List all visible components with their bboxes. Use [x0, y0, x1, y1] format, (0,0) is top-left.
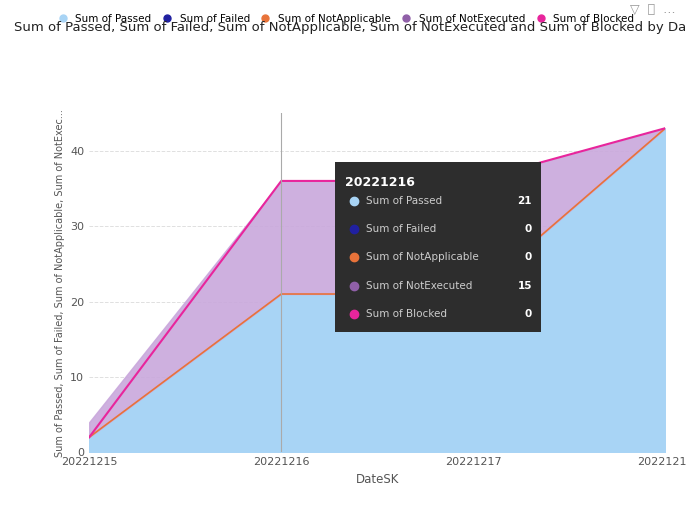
Text: 0: 0 — [525, 252, 532, 263]
Legend: Sum of Passed, Sum of Failed, Sum of NotApplicable, Sum of NotExecuted, Sum of B: Sum of Passed, Sum of Failed, Sum of Not… — [48, 10, 639, 28]
Text: 20221216: 20221216 — [346, 176, 415, 189]
Text: Sum of Passed: Sum of Passed — [366, 196, 442, 206]
Y-axis label: Sum of Passed, Sum of Failed, Sum of NotApplicable, Sum of NotExec...: Sum of Passed, Sum of Failed, Sum of Not… — [55, 109, 64, 456]
Text: Sum of NotApplicable: Sum of NotApplicable — [366, 252, 478, 263]
Text: 0: 0 — [525, 224, 532, 234]
FancyBboxPatch shape — [335, 162, 541, 332]
Text: Sum of Passed, Sum of Failed, Sum of NotApplicable, Sum of NotExecuted and Sum o: Sum of Passed, Sum of Failed, Sum of Not… — [14, 21, 686, 33]
Text: ▽  ⧉  …: ▽ ⧉ … — [630, 3, 676, 15]
Text: 15: 15 — [517, 281, 532, 290]
Text: 21: 21 — [517, 196, 532, 206]
X-axis label: DateSK: DateSK — [355, 473, 399, 486]
Text: 0: 0 — [525, 309, 532, 319]
Text: Sum of NotExecuted: Sum of NotExecuted — [366, 281, 472, 290]
Text: Sum of Blocked: Sum of Blocked — [366, 309, 447, 319]
Text: Sum of Failed: Sum of Failed — [366, 224, 436, 234]
